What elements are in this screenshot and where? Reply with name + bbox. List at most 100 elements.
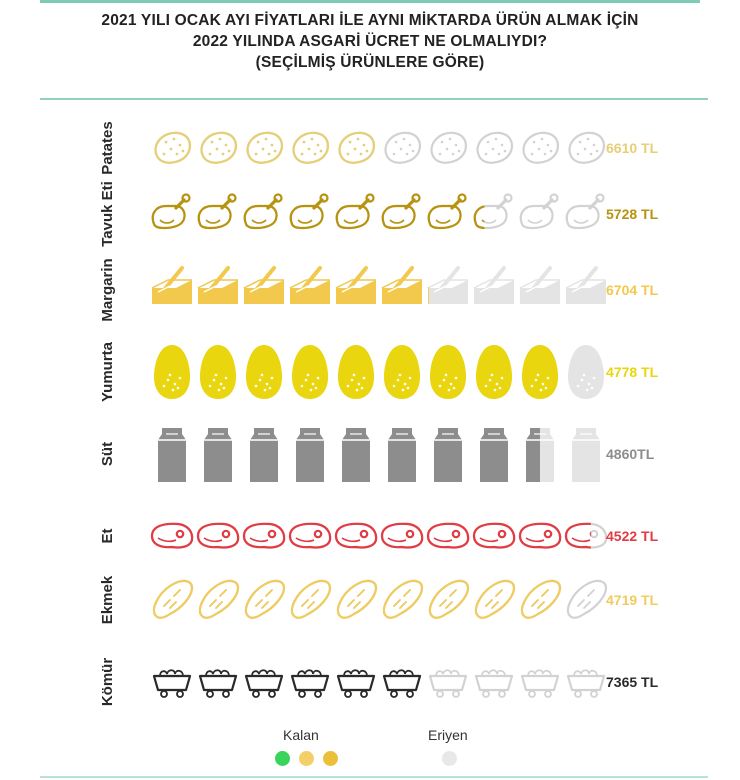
coal-cart-icon: [474, 669, 514, 698]
coal-cart-icon: [198, 669, 238, 698]
value-label-4: 4860TL: [606, 446, 655, 462]
bread-icon: [474, 579, 516, 619]
margarine-icon: [197, 266, 238, 304]
title-divider: [40, 98, 708, 100]
chicken-icon: [519, 193, 559, 230]
category-label-6: Ekmek: [99, 575, 116, 624]
value-label-1: 5728 TL: [606, 206, 659, 222]
coal-cart-icon: [290, 669, 330, 698]
margarine-icon: [565, 266, 606, 304]
meat-icon: [518, 522, 562, 549]
value-label-7: 7365 TL: [606, 674, 659, 690]
potato-icon: [568, 131, 606, 164]
milk-icon: [296, 428, 324, 482]
milk-icon: [434, 428, 462, 482]
coal-cart-icon: [382, 669, 422, 698]
chicken-icon: [289, 193, 329, 230]
category-label-3: Yumurta: [99, 341, 116, 402]
category-label-5: Et: [99, 528, 116, 543]
chicken-icon: [243, 193, 283, 230]
potato-icon: [154, 131, 192, 164]
coal-cart-icon: [428, 669, 468, 698]
meat-icon: [150, 522, 194, 549]
milk-icon: [204, 428, 232, 482]
legend-kalan-label: Kalan: [283, 727, 319, 743]
milk-icon: [388, 428, 416, 482]
value-label-6: 4719 TL: [606, 592, 659, 608]
bread-icon: [520, 579, 562, 619]
chicken-icon: [381, 193, 421, 230]
potato-icon: [522, 131, 560, 164]
title-line-3: (SEÇİLMİŞ ÜRÜNLERE GÖRE): [255, 54, 485, 71]
coal-cart-icon: [566, 669, 606, 698]
meat-icon: [334, 522, 378, 549]
bread-icon: [428, 579, 470, 619]
potato-icon: [384, 131, 422, 164]
margarine-icon: [335, 266, 376, 304]
value-label-2: 6704 TL: [606, 282, 659, 298]
bread-icon: [566, 579, 608, 619]
coal-cart-icon: [520, 669, 560, 698]
margarine-icon: [519, 266, 560, 304]
bread-icon: [198, 579, 240, 619]
category-label-4: Süt: [99, 442, 116, 466]
egg-icon: [246, 345, 282, 399]
legend-eriyen-label: Eriyen: [428, 727, 468, 743]
potato-icon: [476, 131, 514, 164]
margarine-icon: [381, 266, 422, 304]
milk-icon: [480, 428, 508, 482]
egg-icon: [568, 345, 604, 399]
legend-kalan-dot-3: [323, 751, 338, 766]
category-label-2: Margarin: [99, 258, 116, 321]
meat-icon: [426, 522, 470, 549]
meat-icon: [196, 522, 240, 549]
legend-kalan-dot-1: [275, 751, 290, 766]
meat-icon: [288, 522, 332, 549]
egg-icon: [338, 345, 374, 399]
category-label-1: Tavuk Eti: [99, 181, 116, 247]
chicken-icon: [197, 193, 237, 230]
coal-cart-icon: [152, 669, 192, 698]
bottom-divider: [40, 776, 708, 778]
bread-icon: [336, 579, 378, 619]
chicken-icon: [427, 193, 467, 230]
milk-icon: [572, 428, 600, 482]
egg-icon: [476, 345, 512, 399]
egg-icon: [384, 345, 420, 399]
title-line-2: 2022 YILINDA ASGARİ ÜCRET NE OLMALIYDI?: [192, 33, 548, 50]
chicken-icon: [151, 193, 191, 230]
potato-icon: [292, 131, 330, 164]
milk-icon: [250, 428, 278, 482]
egg-icon: [430, 345, 466, 399]
margarine-icon: [151, 266, 192, 304]
bread-icon: [382, 579, 424, 619]
chart-title: 2021 YILI OCAK AYI FİYATLARI İLE AYNI Mİ…: [0, 10, 740, 73]
value-label-3: 4778 TL: [606, 364, 659, 380]
meat-icon: [564, 522, 608, 549]
egg-icon: [292, 345, 328, 399]
meat-icon: [380, 522, 424, 549]
chicken-icon: [335, 193, 375, 230]
category-label-0: Patates: [99, 121, 116, 174]
legend-kalan-dot-2: [299, 751, 314, 766]
egg-icon: [522, 345, 558, 399]
top-divider: [40, 0, 700, 3]
coal-cart-icon: [336, 669, 376, 698]
chicken-icon: [473, 193, 513, 230]
margarine-icon: [243, 266, 284, 304]
category-label-7: Kömür: [99, 658, 116, 706]
bread-icon: [290, 579, 332, 619]
title-line-1: 2021 YILI OCAK AYI FİYATLARI İLE AYNI Mİ…: [101, 12, 639, 29]
value-label-5: 4522 TL: [606, 528, 659, 544]
coal-cart-icon: [244, 669, 284, 698]
milk-icon: [342, 428, 370, 482]
potato-icon: [430, 131, 468, 164]
milk-icon: [526, 428, 554, 482]
value-label-0: 6610 TL: [606, 140, 659, 156]
chicken-icon: [565, 193, 605, 230]
bread-icon: [244, 579, 286, 619]
egg-icon: [154, 345, 190, 399]
bread-icon: [152, 579, 194, 619]
margarine-icon: [427, 266, 468, 304]
